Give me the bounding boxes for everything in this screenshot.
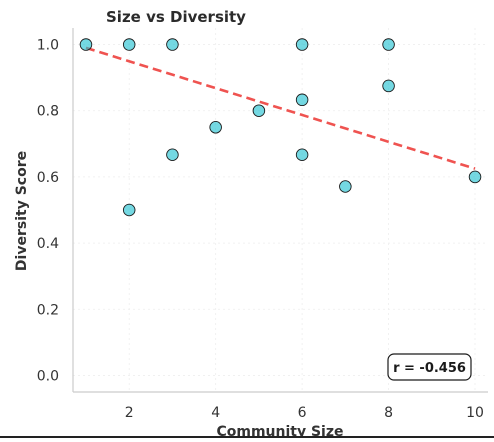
y-tick-label: 0.8 <box>37 104 59 120</box>
data-point <box>382 79 395 93</box>
y-tick-label: 0.4 <box>37 236 59 252</box>
tick-labels: 0.0 0.2 0.4 0.6 0.8 1.0 2 4 6 8 10 <box>37 38 484 421</box>
trend-line <box>85 46 476 170</box>
data-point <box>122 38 136 51</box>
data-point <box>252 104 266 117</box>
x-axis-label: Community Size <box>216 424 343 438</box>
data-point <box>382 38 395 51</box>
y-tick-label: 0.2 <box>37 302 59 318</box>
y-tick-label: 0.6 <box>37 170 59 186</box>
y-axis-label: Diversity Score <box>14 151 30 271</box>
data-point <box>339 180 352 193</box>
data-point <box>295 148 309 161</box>
annotation-box <box>387 353 472 381</box>
x-tick-label: 2 <box>125 405 134 421</box>
data-point <box>122 203 136 217</box>
data-point <box>79 38 93 51</box>
x-tick-label: 10 <box>466 405 484 421</box>
trend-line-group <box>85 46 476 170</box>
data-point <box>468 170 482 184</box>
data-points <box>79 38 482 217</box>
annotation-text: r = -0.456 <box>393 361 466 376</box>
data-point <box>295 38 309 51</box>
data-point <box>209 121 222 134</box>
y-tick-label: 1.0 <box>37 38 59 54</box>
x-tick-label: 4 <box>211 405 220 421</box>
chart-title: Size vs Diversity <box>106 8 246 26</box>
axes <box>72 28 488 393</box>
y-tick-label: 0.0 <box>37 368 59 384</box>
correlation-annotation: r = -0.456 <box>387 353 472 381</box>
data-point <box>166 148 179 161</box>
x-tick-label: 8 <box>384 405 393 421</box>
data-point <box>166 38 179 51</box>
x-tick-label: 6 <box>298 405 307 421</box>
data-point <box>295 93 309 107</box>
